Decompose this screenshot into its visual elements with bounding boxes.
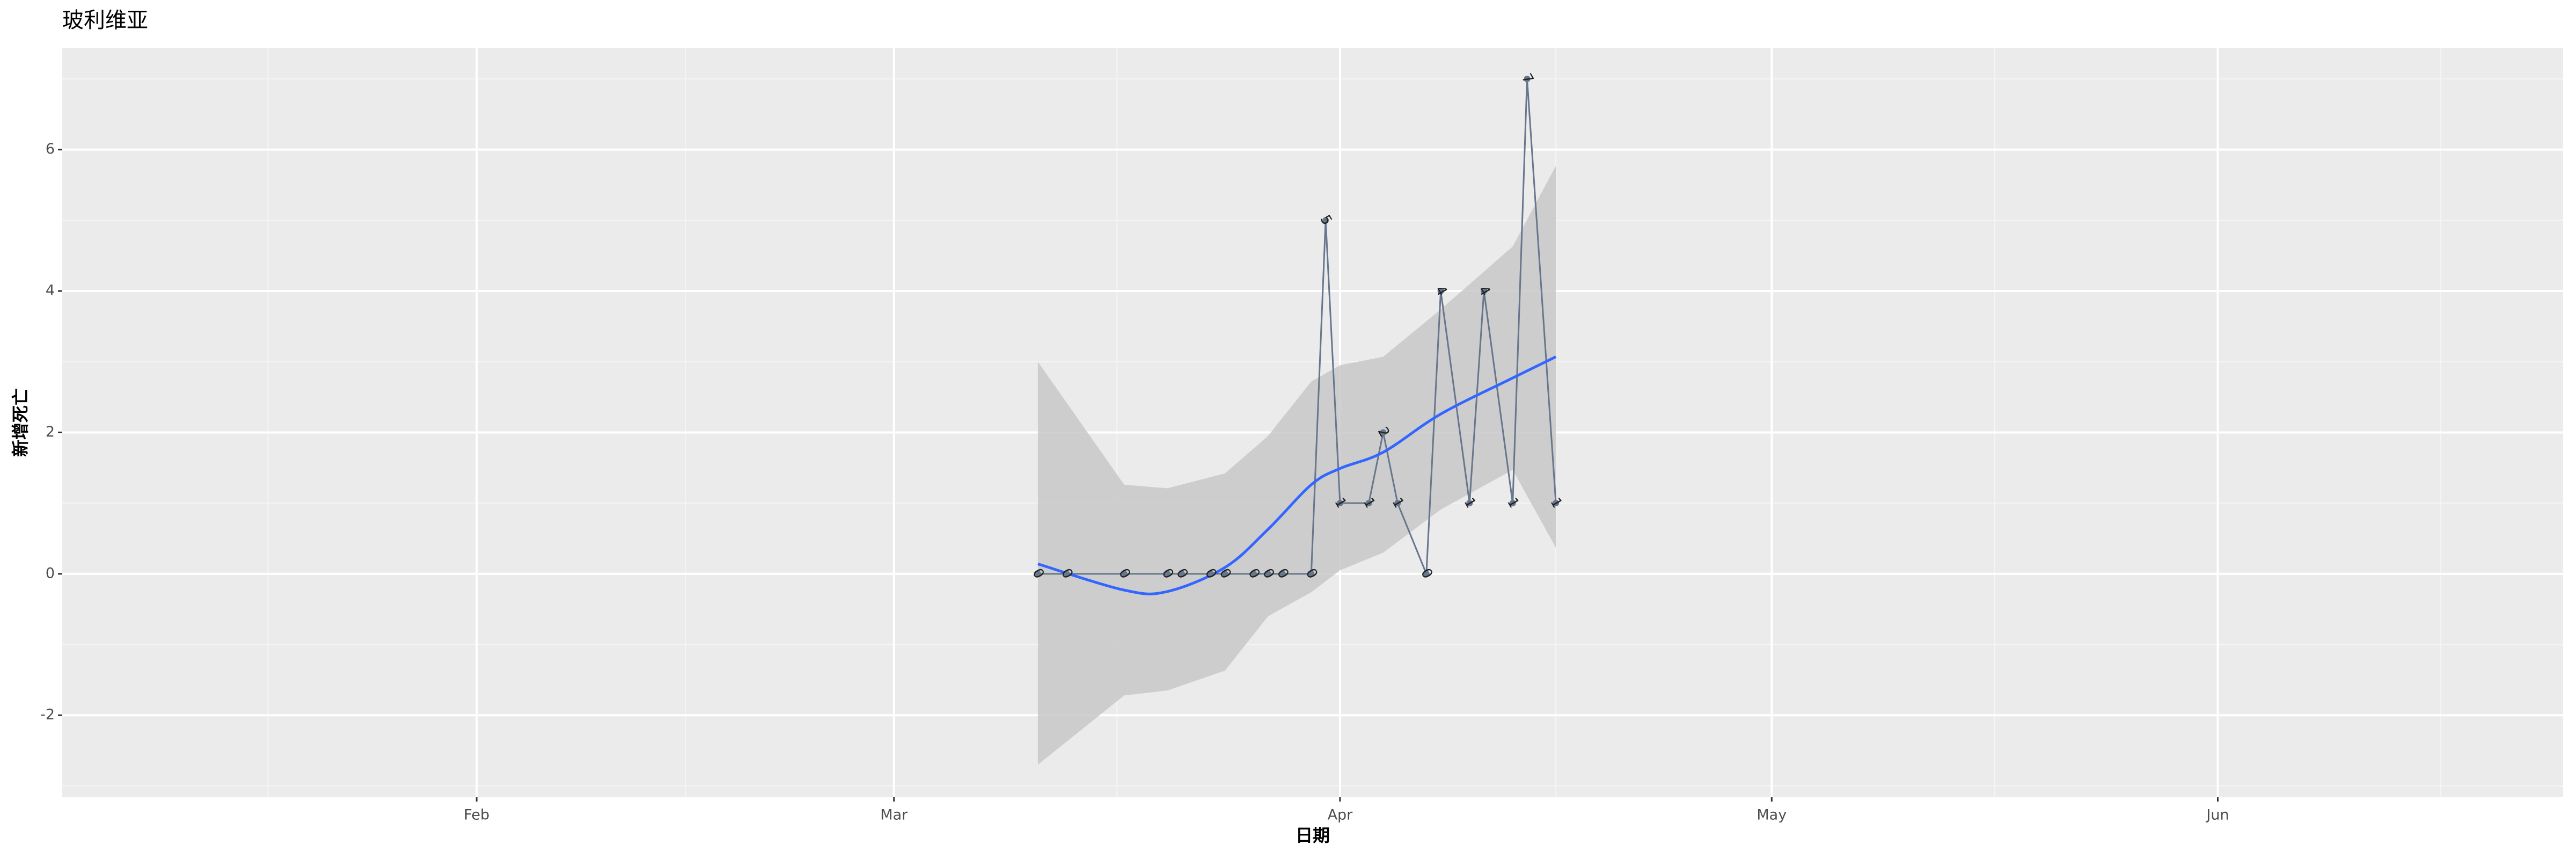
y-tick-label: -2	[40, 707, 55, 723]
chart-title: 玻利维亚	[62, 8, 148, 33]
point	[1063, 570, 1070, 577]
point	[1437, 288, 1444, 295]
point	[1034, 570, 1041, 577]
point	[1221, 570, 1228, 577]
y-tick-label: 4	[46, 282, 55, 299]
y-tick-label: 0	[46, 565, 55, 581]
point	[1380, 429, 1387, 436]
x-tick-label: May	[1757, 807, 1787, 824]
x-tick-label: Mar	[880, 807, 908, 824]
point	[1322, 217, 1329, 224]
y-axis-title: 新增死亡	[10, 388, 31, 457]
x-tick-label: Apr	[1328, 807, 1353, 824]
x-tick-label: Feb	[464, 807, 489, 824]
point	[1365, 500, 1372, 507]
point	[1524, 75, 1531, 82]
y-tick-label: 2	[46, 424, 55, 440]
point	[1509, 500, 1516, 507]
point	[1207, 570, 1214, 577]
confidence-band	[1037, 165, 1556, 765]
point	[1264, 570, 1271, 577]
point	[1423, 570, 1430, 577]
point	[1279, 570, 1286, 577]
point	[1121, 570, 1128, 577]
point	[1179, 570, 1185, 577]
point	[1553, 500, 1560, 507]
point	[1394, 500, 1401, 507]
point	[1308, 570, 1315, 577]
point	[1466, 500, 1473, 507]
smooth-line	[1037, 355, 1557, 595]
x-tick-label: Jun	[2205, 807, 2229, 824]
y-tick-label: 6	[46, 141, 55, 157]
point	[1250, 570, 1257, 577]
point	[1336, 500, 1343, 507]
x-axis-title: 日期	[1296, 825, 1330, 846]
point	[1164, 570, 1171, 577]
point	[1481, 288, 1488, 295]
